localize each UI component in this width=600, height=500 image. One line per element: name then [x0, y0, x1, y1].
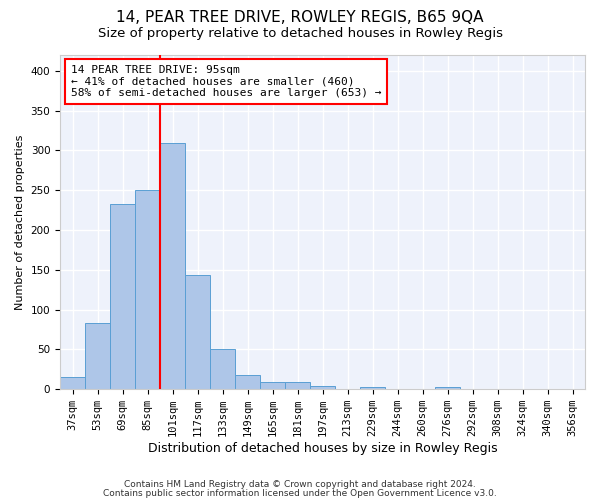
Bar: [310, 386, 335, 389]
Text: Size of property relative to detached houses in Rowley Regis: Size of property relative to detached ho…: [97, 28, 503, 40]
Bar: [185, 276, 210, 389]
Bar: [260, 382, 285, 389]
Text: Contains public sector information licensed under the Open Government Licence v3: Contains public sector information licen…: [103, 488, 497, 498]
Bar: [135, 190, 160, 389]
Bar: [110, 204, 135, 389]
Bar: [85, 323, 110, 389]
Bar: [360, 387, 385, 389]
Bar: [235, 375, 260, 389]
X-axis label: Distribution of detached houses by size in Rowley Regis: Distribution of detached houses by size …: [148, 442, 497, 455]
Text: 14 PEAR TREE DRIVE: 95sqm
← 41% of detached houses are smaller (460)
58% of semi: 14 PEAR TREE DRIVE: 95sqm ← 41% of detac…: [71, 65, 381, 98]
Bar: [435, 387, 460, 389]
Bar: [60, 378, 85, 389]
Bar: [210, 350, 235, 389]
Bar: [285, 382, 310, 389]
Text: 14, PEAR TREE DRIVE, ROWLEY REGIS, B65 9QA: 14, PEAR TREE DRIVE, ROWLEY REGIS, B65 9…: [116, 10, 484, 25]
Y-axis label: Number of detached properties: Number of detached properties: [15, 134, 25, 310]
Text: Contains HM Land Registry data © Crown copyright and database right 2024.: Contains HM Land Registry data © Crown c…: [124, 480, 476, 489]
Bar: [160, 142, 185, 389]
